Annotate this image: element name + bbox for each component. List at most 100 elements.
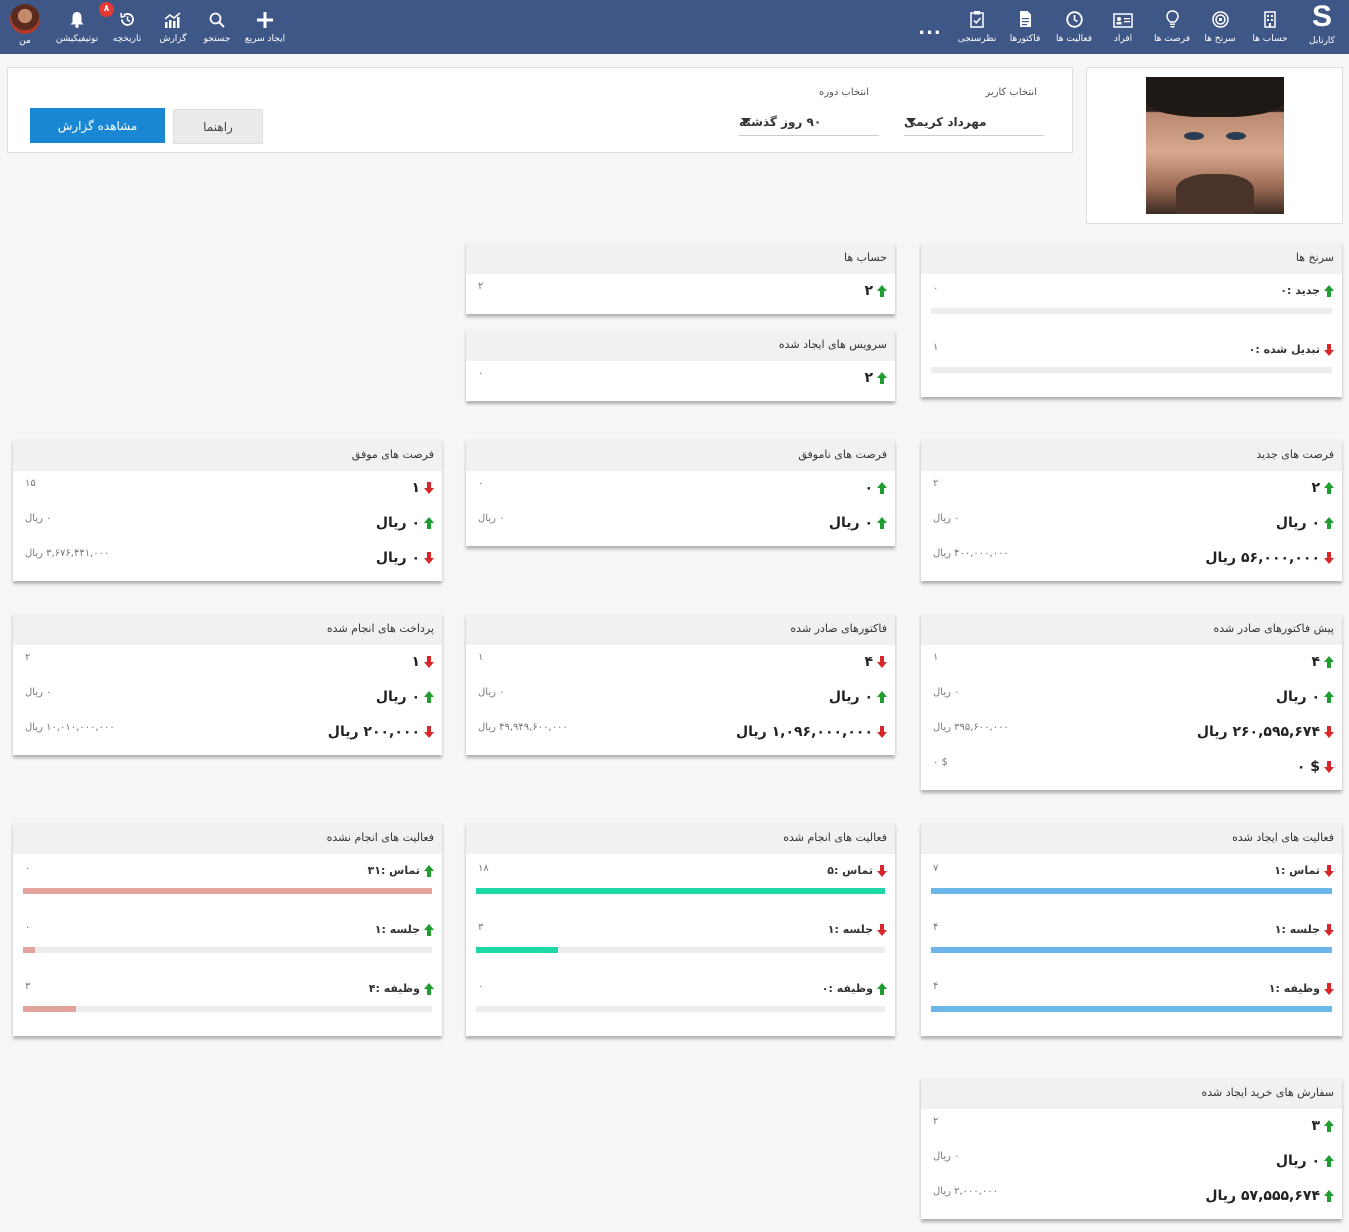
progress-label-text: جلسه :۱: [1274, 923, 1320, 936]
card-title: سفارش های خرید ایجاد شده: [921, 1077, 1342, 1109]
stat-value: ۱,۰۹۶,۰۰۰,۰۰۰ ریال: [736, 724, 887, 740]
progress-label: تبدیل شده :۰: [1249, 343, 1334, 356]
notification-badge: ۸: [99, 2, 114, 17]
progress-row: جلسه :۱ ۳: [466, 913, 895, 972]
progress-compare-value: ۰: [25, 863, 31, 874]
progress-label: تماس :۱: [1274, 864, 1334, 877]
progress-bar-fill: [931, 888, 1332, 894]
progress-row: تماس :۳۱ ۰: [13, 854, 442, 913]
progress-label: جلسه :۱: [1275, 923, 1334, 936]
card-lost-opps: فرصت های ناموفق ۰ ۰ ۰ ریال ۰ ریال: [466, 439, 895, 546]
card-title: فعالیت های انجام شده: [466, 822, 895, 854]
nav-dashboard[interactable]: S کارتابل: [1305, 0, 1339, 54]
user-photo: [1146, 77, 1284, 214]
help-button[interactable]: راهنما: [173, 109, 263, 144]
card-created-acts: فعالیت های ایجاد شده تماس :۱ ۷ جلسه :۱ ۴ وظیف…: [921, 822, 1342, 1036]
stat-compare-value: ۴۰۰,۰۰۰,۰۰۰ ریال: [933, 548, 1009, 559]
arrow-down-icon: [877, 656, 887, 668]
logo-icon: S: [1311, 0, 1332, 33]
stat-value-text: ۱: [411, 480, 420, 496]
stat-row: ۰ ریال ۳,۶۷۶,۴۴۱,۰۰۰ ریال: [13, 541, 442, 576]
stat-row: ۰ ریال ۰ ریال: [13, 506, 442, 541]
nav-activities[interactable]: فعالیت ها: [1054, 0, 1094, 54]
stat-value-text: ۵۶,۰۰۰,۰۰۰ ریال: [1205, 550, 1320, 566]
period-select[interactable]: ۹۰ روز گذشته: [739, 108, 879, 136]
stat-value-text: ۰ ریال: [375, 550, 420, 566]
nav-search[interactable]: جستجو: [200, 0, 234, 54]
card-title: پیش فاکتورهای صادر شده: [921, 613, 1342, 645]
progress-row: تماس :۱ ۷: [921, 854, 1342, 913]
stat-compare-value: $ ۰: [933, 757, 948, 768]
nav-notifications-label: نوتیفیکیشن: [55, 34, 99, 44]
progress-compare-value: ۳: [25, 981, 31, 992]
stat-compare-value: ۰ ریال: [933, 687, 960, 698]
arrow-down-icon: [1324, 552, 1334, 564]
stat-value-text: ۲۰۰,۰۰۰ ریال: [327, 724, 420, 740]
arrow-up-icon: [424, 864, 434, 877]
progress-row: جدید :۰ ۰: [921, 274, 1342, 333]
progress-label-text: جلسه :۱: [374, 923, 420, 936]
stat-row: ۵۶,۰۰۰,۰۰۰ ریال ۴۰۰,۰۰۰,۰۰۰ ریال: [921, 541, 1342, 576]
arrow-up-icon: [877, 691, 887, 703]
nav-history[interactable]: تاریخچه: [108, 0, 146, 54]
stat-compare-value: ۲: [478, 281, 484, 292]
stat-compare-value: ۰ ریال: [933, 513, 960, 524]
nav-opportunities[interactable]: فرصت ها: [1153, 0, 1191, 54]
progress-label-text: تماس :۳۱: [367, 864, 420, 877]
stat-value: ۰: [864, 480, 887, 496]
nav-accounts[interactable]: حساب ها: [1250, 0, 1290, 54]
stat-value-text: ۲: [1311, 480, 1320, 496]
nav-quick-create[interactable]: ایجاد سریع: [242, 0, 288, 54]
view-report-button[interactable]: مشاهده گزارش: [30, 108, 165, 143]
arrow-down-icon: [1324, 761, 1334, 773]
stat-row: ۰ ریال ۰ ریال: [921, 506, 1342, 541]
card-won-opps: فرصت های موفق ۱ ۱۵ ۰ ریال ۰ ریال ۰ ریال ۳,۶۷۶,…: [13, 439, 442, 581]
arrow-up-icon: [424, 923, 434, 936]
stat-value-text: ۰ ریال: [1275, 515, 1320, 531]
progress-label-text: تبدیل شده :۰: [1248, 343, 1320, 356]
card-title: سرنخ ها: [921, 242, 1342, 274]
user-select[interactable]: مهرداد کریمی: [904, 108, 1044, 136]
nav-me[interactable]: من: [8, 0, 42, 54]
progress-label-text: جلسه :۱: [827, 923, 873, 936]
nav-more-button[interactable]: ...: [915, 0, 945, 54]
progress-compare-value: ۰: [25, 922, 31, 933]
avatar: [10, 4, 40, 34]
stat-value: ۰ ریال: [1276, 689, 1334, 705]
nav-opportunities-label: فرصت ها: [1153, 34, 1191, 44]
stat-compare-value: ۰ ریال: [478, 513, 505, 524]
nav-people[interactable]: افراد: [1108, 0, 1138, 54]
profile-photo-panel: [1086, 67, 1343, 224]
stat-value: ۰ ریال: [376, 550, 434, 566]
arrow-down-icon: [1324, 982, 1334, 995]
arrow-up-icon: [877, 517, 887, 529]
stat-compare-value: ۳۹۵,۶۰۰,۰۰۰ ریال: [933, 722, 1009, 733]
nav-notifications[interactable]: ۸ نوتیفیکیشن: [52, 0, 114, 54]
nav-invoices[interactable]: فاکتورها: [1006, 0, 1044, 54]
progress-label-text: تماس :۵: [827, 864, 873, 877]
stat-compare-value: ۱۵: [25, 478, 36, 489]
nav-report-label: گزارش: [159, 34, 187, 44]
arrow-up-icon: [1324, 1120, 1334, 1132]
nav-people-label: افراد: [1113, 34, 1133, 44]
progress-row: جلسه :۱ ۴: [921, 913, 1342, 972]
nav-leads-label: سرنخ ها: [1204, 34, 1236, 44]
stat-compare-value: ۰ ریال: [25, 687, 52, 698]
card-payments: پرداخت های انجام شده ۱ ۲ ۰ ریال ۰ ریال ۲۰۰,۰۰…: [13, 613, 442, 755]
progress-row: تماس :۵ ۱۸: [466, 854, 895, 913]
nav-report[interactable]: گزارش: [156, 0, 190, 54]
nav-surveys-label: نظرسنجی: [957, 34, 997, 44]
stat-value: ۱: [411, 654, 434, 670]
stat-row: ۰ ریال ۰ ریال: [466, 506, 895, 541]
nav-surveys[interactable]: نظرسنجی: [956, 0, 998, 54]
stat-row: ۰ ریال ۰ ریال: [13, 680, 442, 715]
progress-row: وظیفه :۰ ۰: [466, 972, 895, 1031]
nav-leads[interactable]: سرنخ ها: [1201, 0, 1239, 54]
target-icon: [1211, 0, 1229, 28]
card-invoices: فاکتورهای صادر شده ۴ ۱ ۰ ریال ۰ ریال ۱,۰۹۶,۰۰…: [466, 613, 895, 755]
arrow-up-icon: [1324, 482, 1334, 494]
nav-activities-label: فعالیت ها: [1055, 34, 1093, 44]
